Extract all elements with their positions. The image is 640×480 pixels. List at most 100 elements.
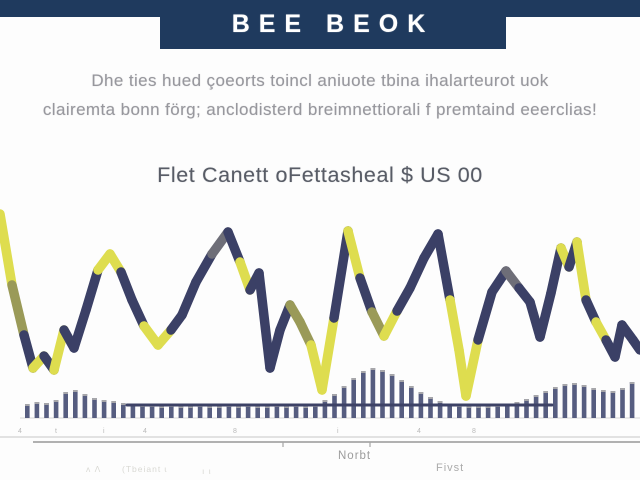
volume-bar: [178, 406, 184, 418]
volume-bar: [188, 406, 193, 418]
volume-bar: [389, 374, 395, 418]
volume-bar: [505, 404, 510, 418]
volume-bar-cap: [322, 400, 328, 402]
volume-bar-cap: [370, 368, 376, 370]
x-axis-tick-label: i: [103, 428, 105, 435]
page-title: BEE BEOK: [231, 10, 435, 38]
volume-bar: [485, 406, 491, 418]
volume-bar-cap: [111, 401, 116, 403]
volume-bars: [20, 368, 640, 419]
volume-bar-cap: [53, 400, 59, 402]
volume-bar: [92, 398, 97, 418]
volume-bar: [380, 370, 385, 418]
volume-bar-cap: [265, 406, 270, 408]
volume-bar: [601, 390, 606, 418]
intro-line-2: clairemta bonn förg; anclodisterd breimn…: [42, 100, 598, 119]
volume-bar-cap: [236, 406, 241, 408]
x-axis-tick-label: i: [337, 428, 339, 435]
volume-bar: [524, 399, 529, 418]
volume-bar-cap: [514, 402, 520, 404]
price-line-segment: [81, 265, 103, 315]
price-line-segment: [433, 229, 455, 305]
volume-bar-cap: [572, 383, 577, 385]
volume-bar: [25, 404, 30, 418]
volume-bar: [322, 400, 328, 418]
price-line-segment: [329, 226, 353, 323]
volume-bar-cap: [476, 406, 481, 408]
volume-bar-cap: [34, 402, 40, 404]
volume-bar-cap: [524, 399, 529, 401]
price-line-segment: [461, 335, 483, 401]
volume-bar: [341, 386, 347, 418]
volume-bar: [620, 388, 625, 418]
volume-bar-cap: [332, 394, 337, 396]
price-line-segment: [405, 253, 429, 293]
volume-bar-cap: [178, 406, 184, 408]
x-axis-tick-label: 4: [18, 428, 22, 435]
volume-bar: [207, 406, 212, 418]
price-line-segment: [628, 335, 640, 355]
volume-bar: [370, 368, 376, 418]
volume-bar: [303, 406, 308, 418]
volume-bar-cap: [188, 406, 193, 408]
price-line: [0, 209, 640, 401]
volume-bar: [476, 406, 481, 418]
volume-bar-cap: [303, 406, 308, 408]
x-axis-tick-label: 4: [417, 428, 421, 435]
volume-bar-cap: [533, 395, 539, 397]
price-line-segment: [355, 273, 377, 317]
volume-bar: [197, 405, 203, 418]
volume-bar-cap: [610, 391, 616, 393]
intro-paragraph: Dhe ties hued çoeorts toincl aniuote tbi…: [0, 66, 640, 124]
volume-bar-cap: [553, 387, 558, 389]
volume-bar: [293, 405, 299, 418]
volume-bar: [610, 391, 616, 418]
volume-bar: [53, 400, 59, 418]
volume-bar-cap: [341, 386, 347, 388]
volume-bar-cap: [63, 392, 68, 394]
volume-bar-cap: [591, 388, 596, 390]
price-line-segment: [254, 268, 275, 373]
volume-bar-cap: [284, 406, 289, 408]
volume-bar-cap: [25, 404, 30, 406]
x-axis-tick-label: t: [55, 428, 57, 435]
faint-footnote-mark: ı ι: [202, 466, 212, 476]
volume-bar: [581, 385, 587, 418]
volume-bar-cap: [217, 406, 222, 408]
volume-bar: [447, 404, 452, 418]
volume-bar: [428, 397, 433, 418]
faint-footnote-mark: (Tbeiant ɩ: [122, 464, 168, 474]
volume-bar: [217, 406, 222, 418]
volume-bar-cap: [380, 370, 385, 372]
volume-bar-cap: [543, 391, 548, 393]
volume-bar: [63, 392, 68, 418]
volume-bar-cap: [207, 406, 212, 408]
price-line-segment: [127, 295, 149, 331]
chart-title: Flet Canett oFettasheal $ US 00: [157, 163, 483, 187]
volume-bar: [351, 378, 356, 418]
volume-bar: [284, 406, 289, 418]
volume-bar: [111, 401, 116, 418]
volume-bar-cap: [361, 371, 366, 373]
volume-bar-cap: [44, 403, 49, 405]
volume-bar: [130, 404, 136, 418]
volume-bar-cap: [418, 392, 424, 394]
volume-bar: [169, 405, 174, 418]
price-line-segment: [265, 325, 285, 373]
x-axis-tick-label: 8: [472, 428, 476, 435]
x-axis-label-north: Norbt: [338, 450, 372, 462]
volume-bar: [409, 386, 414, 418]
volume-bar: [553, 387, 558, 418]
intro-line-1: Dhe ties hued çoeorts toincl aniuote tbi…: [91, 71, 549, 90]
price-line-segment: [19, 330, 38, 373]
volume-bar-cap: [389, 374, 395, 376]
volume-bar: [437, 401, 443, 418]
volume-bar-cap: [73, 390, 78, 392]
volume-bar: [495, 405, 500, 418]
volume-bar-cap: [581, 385, 587, 387]
price-line-segment: [343, 226, 365, 283]
volume-bar: [159, 406, 164, 418]
header-banner: BEE BEOK: [160, 0, 506, 49]
price-line-segment: [572, 237, 591, 305]
